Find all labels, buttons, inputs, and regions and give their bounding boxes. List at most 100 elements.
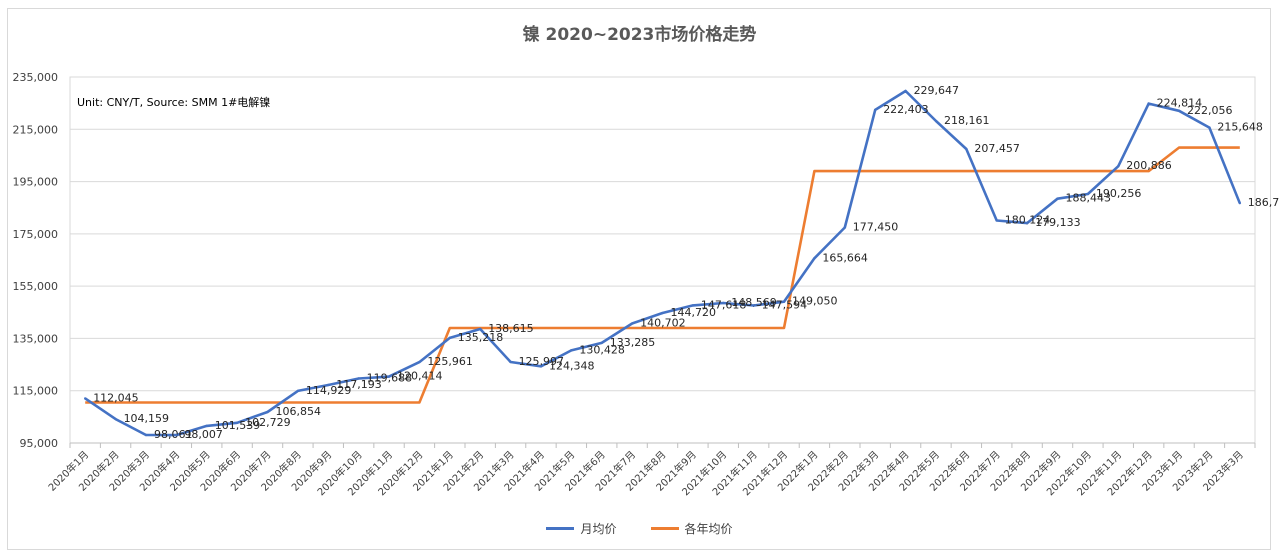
data-point <box>1238 201 1242 205</box>
data-point <box>1117 164 1120 168</box>
chart-title: 镍 2020~2023市场价格走势 <box>522 25 757 45</box>
y-tick-label: 155,000 <box>13 280 59 293</box>
data-label: 180,124 <box>1005 213 1050 226</box>
data-label: 104,159 <box>124 412 170 425</box>
legend-swatch-yearly <box>650 527 679 530</box>
unit-source-note: Unit: CNY/T, Source: SMM 1#电解镍 <box>77 96 271 109</box>
data-point <box>600 341 603 345</box>
data-label: 125,997 <box>519 355 565 368</box>
data-point <box>570 349 573 352</box>
data-point <box>144 433 148 437</box>
data-label: 140,702 <box>640 317 686 330</box>
chart-frame <box>7 8 1271 550</box>
y-tick-label: 95,000 <box>20 437 59 450</box>
plot-area <box>69 76 1256 444</box>
series-line-monthly-average <box>84 89 1242 437</box>
data-point <box>296 389 300 393</box>
legend-swatch-monthly <box>546 527 575 530</box>
data-point <box>691 304 695 307</box>
y-tick-label: 175,000 <box>13 228 59 241</box>
y-tick-label: 115,000 <box>13 385 59 398</box>
y-tick-label: 235,000 <box>13 71 59 84</box>
data-point <box>448 336 452 340</box>
data-label: 190,256 <box>1096 187 1142 200</box>
legend-item-monthly: 月均价 <box>546 520 617 537</box>
data-point <box>1025 221 1029 225</box>
data-label: 124,348 <box>549 359 595 372</box>
data-point <box>1086 192 1090 196</box>
data-point <box>1056 197 1059 200</box>
data-label: 177,450 <box>853 220 899 233</box>
data-label: 114,929 <box>306 384 352 397</box>
data-point <box>1147 102 1150 105</box>
data-label: 98,061 <box>154 428 193 441</box>
data-label: 138,615 <box>488 322 534 335</box>
data-label: 179,133 <box>1035 216 1081 229</box>
y-tick-label: 215,000 <box>13 123 59 136</box>
data-point <box>175 433 178 437</box>
data-point <box>205 424 208 428</box>
series-line-yearly-average <box>85 146 1240 404</box>
data-point <box>83 397 87 400</box>
data-label: 101,539 <box>215 419 261 432</box>
data-label: 200,886 <box>1126 159 1172 172</box>
data-point <box>934 119 938 123</box>
data-label: 188,443 <box>1066 192 1112 205</box>
data-label: 165,664 <box>822 251 868 264</box>
data-label: 98,007 <box>184 428 223 441</box>
data-label: 147,594 <box>762 299 808 312</box>
data-label: 117,193 <box>336 378 382 391</box>
legend-label-monthly: 月均价 <box>580 522 617 536</box>
data-point <box>722 301 725 305</box>
data-point <box>418 360 421 364</box>
y-tick-label: 135,000 <box>13 332 59 345</box>
data-point <box>357 377 360 380</box>
data-label: 144,720 <box>671 306 717 319</box>
data-point <box>782 300 786 303</box>
data-point <box>661 311 664 315</box>
data-point <box>539 365 543 368</box>
data-point <box>114 417 117 421</box>
data-point <box>1208 126 1211 129</box>
data-point <box>1177 109 1181 113</box>
data-point <box>266 410 269 414</box>
data-label: 102,729 <box>245 416 291 429</box>
data-label: 119,688 <box>367 371 413 384</box>
legend-label-yearly: 各年均价 <box>684 522 733 536</box>
data-point <box>995 219 998 222</box>
data-label: 229,647 <box>914 84 960 97</box>
data-label: 186,733 <box>1248 196 1279 209</box>
data-label: 222,403 <box>883 103 929 116</box>
data-point <box>478 327 482 331</box>
data-label: 215,648 <box>1217 121 1263 134</box>
data-point <box>509 360 512 364</box>
data-point <box>327 383 330 387</box>
data-label: 133,285 <box>610 336 656 349</box>
data-label: 147,618 <box>701 298 747 311</box>
data-point <box>813 257 816 260</box>
data-label: 112,045 <box>93 391 139 404</box>
legend: 月均价 各年均价 <box>0 520 1279 537</box>
data-point <box>387 375 391 378</box>
data-label: 218,161 <box>944 114 990 127</box>
data-label: 222,056 <box>1187 104 1233 117</box>
y-tick-label: 195,000 <box>13 176 59 189</box>
data-label: 149,050 <box>792 295 838 308</box>
data-label: 135,218 <box>458 331 504 344</box>
data-point <box>904 89 907 93</box>
data-label: 125,961 <box>427 355 473 368</box>
data-point <box>630 322 634 325</box>
data-label: 207,457 <box>974 142 1020 155</box>
legend-item-yearly: 各年均价 <box>650 520 733 537</box>
data-point <box>752 304 755 307</box>
data-label: 130,428 <box>579 343 625 356</box>
data-point <box>965 147 968 151</box>
data-point <box>873 108 877 112</box>
data-label: 106,854 <box>276 405 322 418</box>
data-point <box>235 421 239 424</box>
data-point <box>843 226 847 229</box>
data-label: 224,814 <box>1157 97 1203 110</box>
data-label: 148,569 <box>731 296 777 309</box>
data-label: 120,414 <box>397 370 443 383</box>
